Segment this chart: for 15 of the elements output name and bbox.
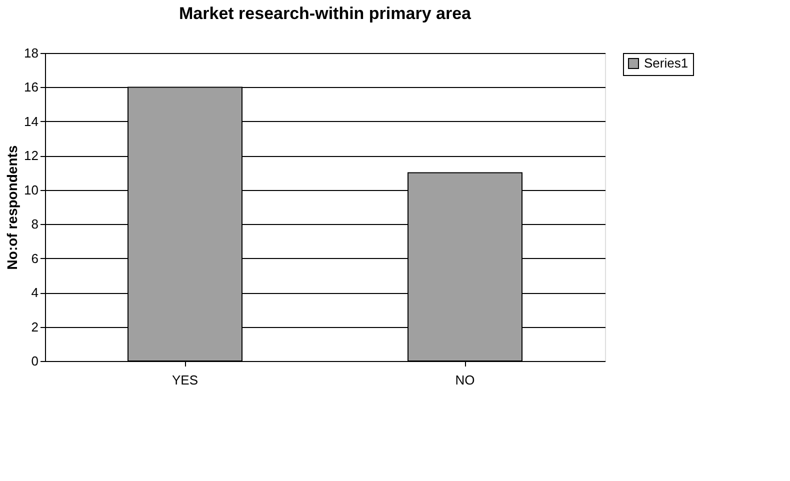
legend-label: Series1	[644, 56, 688, 70]
y-tick-label: 8	[31, 216, 38, 232]
y-axis-title: No:of respondents	[4, 145, 20, 270]
x-tick-label: NO	[455, 372, 475, 388]
y-tick-label: 18	[24, 46, 38, 60]
chart-title: Market research-within primary area	[179, 4, 472, 23]
x-tick-label: YES	[172, 372, 198, 388]
y-tick-label: 12	[24, 148, 38, 164]
y-tick-label: 14	[24, 114, 38, 129]
y-tick-label: 0	[31, 354, 38, 368]
y-tick-label: 10	[24, 182, 38, 198]
y-tick-label: 6	[31, 250, 38, 266]
y-tick-label: 4	[31, 285, 38, 300]
y-tick-label: 16	[24, 80, 38, 95]
y-tick-label: 2	[31, 319, 38, 334]
